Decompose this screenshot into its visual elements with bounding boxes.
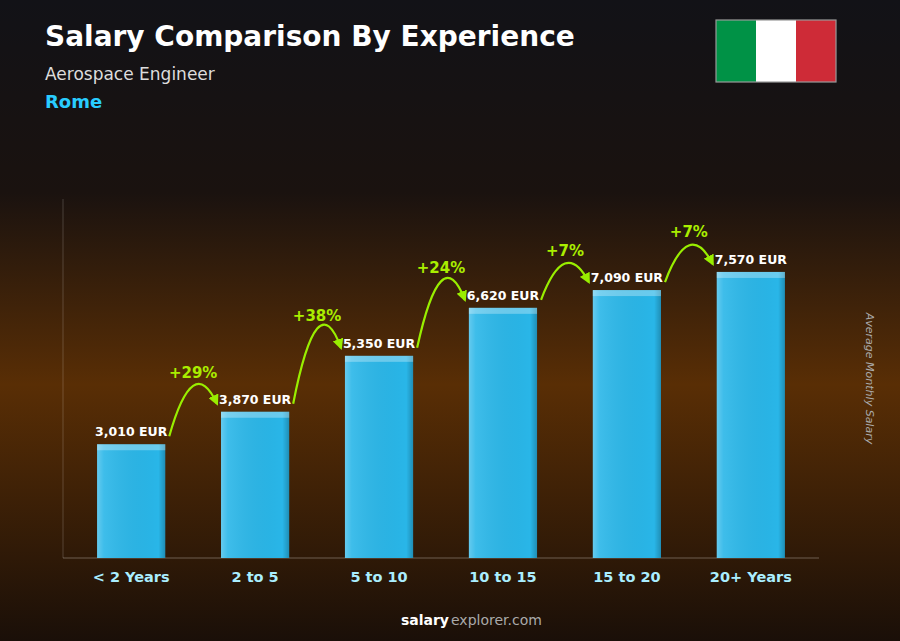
x-tick-label: 10 to 15 (469, 569, 536, 585)
bar-group (345, 356, 413, 558)
bar-shading (97, 444, 165, 558)
data-label: 7,090 EUR (591, 270, 664, 285)
pct-arrow (541, 263, 589, 300)
bar-group (593, 290, 661, 558)
bar (717, 272, 785, 558)
bar-shading (221, 412, 289, 558)
flag-border (716, 20, 836, 82)
bar (469, 308, 537, 558)
bar-shading (469, 308, 537, 558)
y-axis-label: Average Monthly Salary (863, 312, 876, 445)
flag-red (796, 20, 836, 82)
bar (97, 444, 165, 558)
pct-label: +29% (169, 364, 217, 382)
bar-top-highlight (97, 444, 165, 450)
bar-group (221, 412, 289, 558)
chart: 3,010 EUR < 2 Years 3,870 EUR 2 to 5 5,350 E… (0, 0, 900, 641)
labels: 3,010 EUR < 2 Years 3,870 EUR 2 to 5 5,350 E… (93, 252, 792, 585)
bar (593, 290, 661, 558)
bar-group (717, 272, 785, 558)
background (0, 0, 900, 641)
pct-label: +7% (670, 223, 708, 241)
x-tick-label: 20+ Years (710, 569, 792, 585)
subtitle: Aerospace Engineer (45, 64, 215, 84)
bar-top-highlight (717, 272, 785, 278)
x-axis-line (63, 558, 819, 559)
x-tick-label: < 2 Years (93, 569, 170, 585)
pct-arrow (293, 325, 341, 404)
city: Rome (45, 91, 102, 112)
bar-shading (345, 356, 413, 558)
pct-arrows: +29% +38% +24% +7% +7% (169, 223, 713, 436)
bar (345, 356, 413, 558)
data-label: 3,010 EUR (95, 424, 168, 439)
flag-green (716, 20, 756, 82)
pct-arrow (417, 278, 465, 348)
pct-arrow (665, 245, 713, 282)
pct-label: +7% (546, 242, 584, 260)
flag-white (756, 20, 796, 82)
bar-top-highlight (593, 290, 661, 296)
data-label: 3,870 EUR (219, 392, 292, 407)
bar-top-highlight (221, 412, 289, 418)
bar-top-highlight (469, 308, 537, 314)
footer-rest: explorer.com (451, 612, 542, 628)
bar-top-highlight (345, 356, 413, 362)
pct-label: +24% (417, 259, 465, 277)
bar-shading (717, 272, 785, 558)
x-tick-label: 5 to 10 (350, 569, 407, 585)
footer-bold: salary (401, 612, 449, 628)
bar (221, 412, 289, 558)
flag (716, 20, 836, 82)
data-label: 5,350 EUR (343, 336, 416, 351)
data-label: 6,620 EUR (467, 288, 540, 303)
bar-group (97, 444, 165, 558)
pct-label: +38% (293, 307, 341, 325)
y-axis-line (63, 199, 64, 558)
bar-group (469, 308, 537, 558)
title: Salary Comparison By Experience (45, 20, 575, 53)
x-tick-label: 15 to 20 (593, 569, 660, 585)
data-label: 7,570 EUR (715, 252, 788, 267)
bars (97, 272, 785, 558)
pct-arrow (169, 384, 217, 436)
bar-shading (593, 290, 661, 558)
x-tick-label: 2 to 5 (232, 569, 279, 585)
